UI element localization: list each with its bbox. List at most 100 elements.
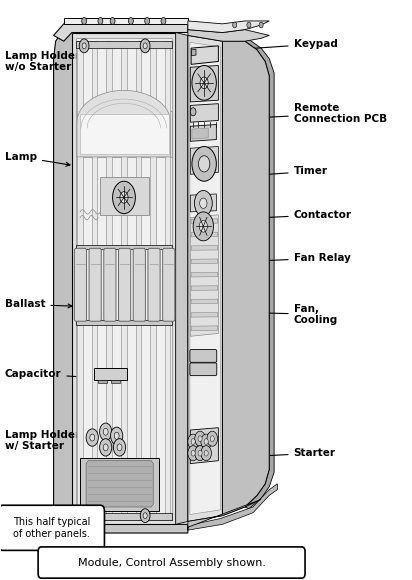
Text: Lamp Holder
w/o Starter: Lamp Holder w/o Starter: [5, 50, 96, 78]
Circle shape: [143, 513, 147, 519]
Polygon shape: [80, 114, 169, 154]
Circle shape: [198, 450, 202, 456]
Polygon shape: [190, 42, 220, 514]
FancyBboxPatch shape: [0, 505, 105, 550]
FancyBboxPatch shape: [190, 363, 217, 376]
Circle shape: [120, 191, 128, 203]
Circle shape: [199, 220, 207, 232]
Polygon shape: [64, 18, 188, 24]
Circle shape: [190, 108, 196, 116]
Polygon shape: [188, 30, 269, 41]
Circle shape: [194, 190, 212, 216]
Text: Remote
Connection PCB: Remote Connection PCB: [231, 103, 387, 124]
Polygon shape: [98, 380, 107, 383]
Circle shape: [113, 438, 126, 456]
Polygon shape: [106, 41, 112, 517]
Polygon shape: [76, 38, 171, 520]
Circle shape: [82, 513, 86, 519]
Polygon shape: [190, 125, 216, 142]
Circle shape: [259, 22, 263, 28]
Text: Ballast: Ballast: [5, 299, 72, 310]
Circle shape: [201, 445, 211, 461]
FancyBboxPatch shape: [133, 248, 145, 321]
Polygon shape: [101, 177, 149, 215]
Text: Keypad: Keypad: [234, 39, 337, 51]
Polygon shape: [110, 380, 119, 383]
Circle shape: [201, 434, 211, 449]
Circle shape: [90, 434, 95, 441]
Polygon shape: [176, 32, 188, 524]
Polygon shape: [191, 46, 218, 64]
Circle shape: [207, 431, 218, 446]
Polygon shape: [190, 147, 218, 174]
FancyBboxPatch shape: [104, 248, 116, 321]
Polygon shape: [92, 41, 98, 517]
Circle shape: [200, 77, 208, 89]
Circle shape: [112, 181, 136, 213]
Polygon shape: [86, 461, 153, 507]
Polygon shape: [77, 90, 171, 157]
Circle shape: [98, 17, 103, 24]
Polygon shape: [190, 194, 216, 212]
Polygon shape: [54, 24, 72, 532]
Circle shape: [100, 423, 112, 440]
Circle shape: [200, 198, 207, 208]
Circle shape: [204, 450, 208, 456]
Circle shape: [103, 444, 108, 451]
Text: This half typical
of other panels.: This half typical of other panels.: [13, 517, 90, 539]
Circle shape: [140, 39, 150, 53]
Polygon shape: [188, 484, 277, 530]
Circle shape: [86, 429, 98, 446]
Circle shape: [145, 17, 150, 24]
Polygon shape: [77, 111, 171, 157]
Circle shape: [195, 445, 205, 461]
Circle shape: [193, 212, 213, 241]
Text: Capacitor: Capacitor: [5, 369, 94, 379]
FancyBboxPatch shape: [148, 248, 160, 321]
Polygon shape: [190, 66, 218, 102]
Polygon shape: [76, 513, 171, 520]
Circle shape: [192, 147, 216, 181]
Text: Lamp: Lamp: [5, 152, 70, 166]
Polygon shape: [191, 232, 218, 237]
Polygon shape: [190, 427, 218, 463]
Polygon shape: [191, 219, 218, 223]
Polygon shape: [191, 313, 218, 317]
Polygon shape: [76, 320, 171, 325]
Polygon shape: [76, 41, 171, 48]
Circle shape: [82, 17, 87, 24]
Text: Module, Control Assembly shown.: Module, Control Assembly shown.: [77, 557, 266, 567]
Polygon shape: [121, 41, 126, 517]
Polygon shape: [72, 32, 176, 524]
Circle shape: [110, 427, 123, 444]
Circle shape: [188, 434, 199, 449]
Circle shape: [192, 66, 216, 100]
Polygon shape: [191, 273, 218, 277]
FancyBboxPatch shape: [119, 248, 131, 321]
Polygon shape: [191, 299, 218, 304]
Polygon shape: [54, 24, 188, 41]
Polygon shape: [76, 245, 171, 249]
Text: Starter: Starter: [231, 448, 336, 459]
Circle shape: [161, 17, 166, 24]
Polygon shape: [191, 326, 218, 331]
Circle shape: [103, 428, 108, 435]
Polygon shape: [80, 458, 159, 511]
Text: Fan Relay: Fan Relay: [231, 253, 351, 264]
Text: Fan,
Cooling: Fan, Cooling: [231, 303, 338, 325]
Circle shape: [82, 43, 86, 49]
Polygon shape: [190, 104, 218, 122]
Polygon shape: [191, 259, 218, 263]
Polygon shape: [191, 286, 218, 291]
Circle shape: [100, 438, 112, 456]
Circle shape: [188, 445, 199, 461]
Circle shape: [198, 436, 202, 441]
Polygon shape: [188, 35, 222, 521]
Circle shape: [195, 431, 205, 446]
FancyBboxPatch shape: [163, 248, 175, 321]
Polygon shape: [150, 41, 156, 517]
Circle shape: [79, 509, 89, 523]
FancyBboxPatch shape: [74, 248, 87, 321]
Circle shape: [140, 509, 150, 523]
Circle shape: [233, 22, 236, 28]
